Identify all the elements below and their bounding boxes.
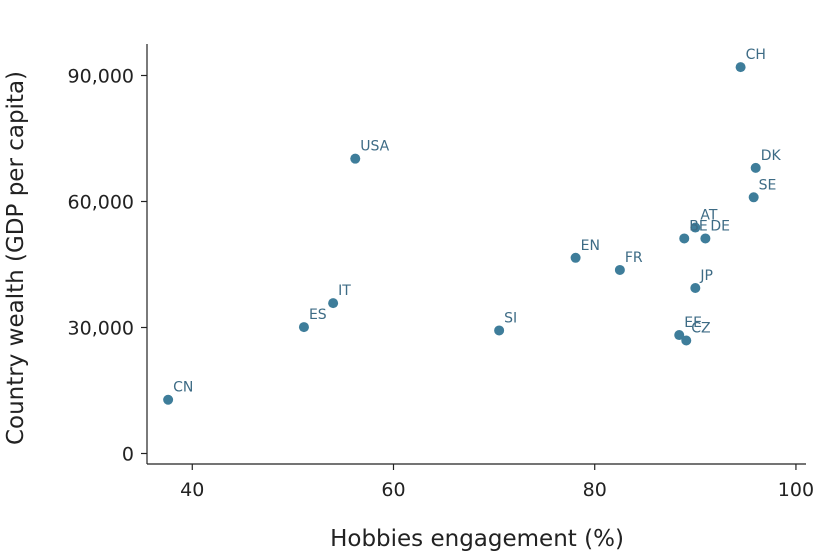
data-point xyxy=(735,62,746,73)
point-label: FR xyxy=(625,250,643,266)
point-label: AT xyxy=(700,208,717,224)
data-point xyxy=(494,325,505,336)
point-label: CZ xyxy=(691,321,710,337)
point-label: EN xyxy=(581,238,600,254)
point-label: EE xyxy=(684,315,702,331)
point-label: IT xyxy=(338,283,351,299)
point-label: BE xyxy=(689,218,707,234)
y-tick-label: 90,000 xyxy=(68,66,134,88)
point-label: CN xyxy=(173,380,193,396)
data-point xyxy=(750,162,761,173)
point-label: USA xyxy=(360,139,389,155)
y-tick-label: 0 xyxy=(122,444,134,466)
data-point xyxy=(690,283,701,294)
data-point xyxy=(298,322,309,333)
axes xyxy=(146,44,806,465)
x-tick-label: 80 xyxy=(583,479,607,501)
point-label: SI xyxy=(504,310,517,326)
x-tick-label: 60 xyxy=(381,479,405,501)
data-point xyxy=(614,264,625,275)
x-tick-label: 100 xyxy=(778,479,814,501)
data-point xyxy=(690,222,701,233)
y-axis-title: Country wealth (GDP per capita) xyxy=(3,71,29,445)
point-label: JP xyxy=(699,268,713,284)
data-point xyxy=(748,192,759,203)
x-tick-label: 40 xyxy=(180,479,204,501)
point-label: SE xyxy=(759,177,777,193)
data-point xyxy=(674,330,685,341)
point-label: DK xyxy=(761,148,782,164)
point-label: DE xyxy=(710,218,730,234)
y-tick-label: 60,000 xyxy=(68,192,134,214)
x-axis-title: Hobbies engagement (%) xyxy=(330,526,624,552)
point-label: CH xyxy=(746,47,766,63)
data-point xyxy=(163,394,174,405)
point-label: ES xyxy=(309,307,327,323)
data-point xyxy=(570,252,581,263)
y-tick-label: 30,000 xyxy=(68,318,134,340)
data-point xyxy=(679,233,690,244)
data-point xyxy=(328,298,339,309)
ticks: 40 60 80 100 0 30,000 60,000 90,000 xyxy=(68,66,815,502)
data-point xyxy=(681,335,692,346)
data-point xyxy=(350,153,361,164)
data-point xyxy=(700,233,711,244)
